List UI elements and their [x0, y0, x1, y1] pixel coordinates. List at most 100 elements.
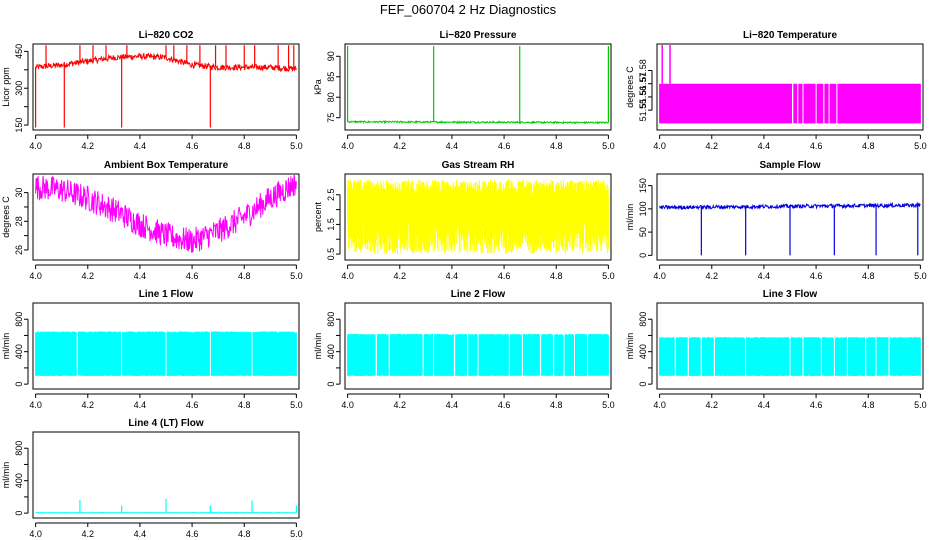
- y-axis-label: percent: [313, 201, 323, 232]
- series-line: [659, 337, 921, 376]
- x-tick-label: 4.6: [810, 400, 823, 410]
- plot-frame: [344, 43, 612, 131]
- panel-line1: Line 1 Flow 4.0 4.2 4.4 4.6 4.8 5.0 0 400 800ml/m…: [1, 289, 303, 410]
- series-line4: [35, 498, 297, 514]
- plot-frame: [32, 302, 300, 390]
- series-line3: [659, 337, 921, 376]
- x-tick-label: 4.4: [758, 271, 771, 281]
- x-tick-label: 4.0: [341, 141, 354, 151]
- y-tick-label: 400: [326, 344, 336, 359]
- series-line: [35, 175, 297, 253]
- panel-line2: Line 2 Flow 4.0 4.2 4.4 4.6 4.8 5.0 0 400 800ml/m…: [313, 289, 615, 410]
- y-tick-label: 51.58: [638, 59, 648, 82]
- x-tick-label: 4.8: [238, 271, 251, 281]
- x-tick-label: 4.0: [29, 400, 42, 410]
- x-tick-label: 4.0: [29, 529, 42, 539]
- y-tick-label: 2.5: [326, 189, 336, 202]
- y-tick-label: 0: [326, 382, 336, 387]
- plot-frame: [656, 302, 924, 390]
- plot-frame: [344, 302, 612, 390]
- x-tick-label: 4.0: [341, 400, 354, 410]
- y-tick-label: 50: [638, 227, 648, 237]
- x-tick-label: 4.2: [394, 271, 407, 281]
- panel-co2: Li−820 CO2 4.0 4.2 4.4 4.6 4.8 5.0 150 300 450Lic…: [1, 30, 303, 151]
- panel-ambient: Ambient Box Temperature 4.0 4.2 4.4 4.6 4.8 5.…: [1, 160, 303, 281]
- series-sample: [659, 201, 921, 256]
- series-rh: [347, 180, 609, 255]
- plot-frame: [32, 173, 300, 261]
- panel-title: Sample Flow: [759, 160, 820, 171]
- x-tick-label: 4.4: [134, 271, 147, 281]
- y-tick-label: 800: [638, 312, 648, 327]
- panel-title: Li−820 CO2: [139, 30, 194, 41]
- y-tick-label: 51.55: [638, 99, 648, 122]
- x-tick-label: 5.0: [914, 141, 927, 151]
- y-tick-label: 26: [14, 245, 24, 255]
- plot-frame: [32, 43, 300, 131]
- series-line: [347, 333, 609, 376]
- panel-line3: Line 3 Flow 4.0 4.2 4.4 4.6 4.8 5.0 0 400 800ml/m…: [625, 289, 927, 410]
- series-ambient: [35, 175, 297, 253]
- x-tick-label: 5.0: [914, 400, 927, 410]
- plot-frame: [656, 173, 924, 261]
- y-tick-label: 75: [326, 113, 336, 123]
- panel-title: Gas Stream RH: [442, 160, 515, 171]
- series-line: [659, 83, 921, 124]
- x-tick-label: 5.0: [602, 400, 615, 410]
- panel-line4: Line 4 (LT) Flow 4.0 4.2 4.4 4.6 4.8 5.0 0 400 80…: [1, 418, 303, 539]
- y-tick-label: 450: [14, 44, 24, 59]
- y-tick-label: 51.56: [638, 86, 648, 109]
- x-tick-label: 4.2: [82, 271, 95, 281]
- y-tick-label: 400: [14, 473, 24, 488]
- series-line2: [347, 333, 609, 376]
- x-tick-label: 4.8: [550, 400, 563, 410]
- panel-title: Line 2 Flow: [451, 289, 506, 300]
- y-tick-label: 28: [14, 216, 24, 226]
- plot-frame: [344, 173, 612, 261]
- x-tick-label: 4.6: [186, 271, 199, 281]
- y-tick-label: 800: [14, 441, 24, 456]
- x-tick-label: 4.2: [706, 271, 719, 281]
- y-tick-label: 300: [14, 81, 24, 96]
- y-tick-label: 0: [638, 253, 648, 258]
- series-line1: [35, 331, 297, 376]
- y-tick-label: 100: [638, 201, 648, 216]
- x-tick-label: 4.0: [653, 141, 666, 151]
- x-tick-label: 4.4: [446, 400, 459, 410]
- panel-title: Line 3 Flow: [763, 289, 818, 300]
- x-tick-label: 4.4: [134, 529, 147, 539]
- x-tick-label: 4.4: [758, 141, 771, 151]
- x-tick-label: 5.0: [290, 141, 303, 151]
- x-tick-label: 4.2: [82, 400, 95, 410]
- y-axis-label: Licor ppm: [1, 67, 11, 107]
- x-tick-label: 4.2: [82, 529, 95, 539]
- y-tick-label: 150: [14, 118, 24, 133]
- y-tick-label: 800: [14, 312, 24, 327]
- series-temperature: [659, 45, 921, 124]
- x-tick-label: 4.6: [810, 271, 823, 281]
- series-pressure: [347, 46, 609, 125]
- x-tick-label: 4.2: [82, 141, 95, 151]
- panel-rh: Gas Stream RH 4.0 4.2 4.4 4.6 4.8 5.0 0.5 1.5 2.5…: [313, 160, 615, 281]
- x-tick-label: 4.8: [238, 400, 251, 410]
- series-line: [35, 331, 297, 376]
- x-tick-label: 5.0: [290, 400, 303, 410]
- plot-frame: [32, 431, 300, 519]
- panel-title: Line 4 (LT) Flow: [128, 418, 204, 429]
- x-tick-label: 4.8: [550, 141, 563, 151]
- page-title: FEF_060704 2 Hz Diagnostics: [379, 2, 557, 17]
- y-tick-label: 400: [638, 344, 648, 359]
- x-tick-label: 4.6: [498, 400, 511, 410]
- x-tick-label: 4.6: [810, 141, 823, 151]
- x-tick-label: 4.6: [498, 271, 511, 281]
- x-tick-label: 4.0: [653, 271, 666, 281]
- x-tick-label: 4.6: [186, 529, 199, 539]
- series-line: [347, 119, 609, 125]
- x-tick-label: 4.8: [862, 141, 875, 151]
- y-tick-label: 0: [14, 511, 24, 516]
- y-axis-label: ml/min: [1, 462, 11, 489]
- y-axis-label: ml/min: [625, 204, 635, 231]
- x-tick-label: 4.0: [29, 141, 42, 151]
- series-line: [35, 511, 297, 514]
